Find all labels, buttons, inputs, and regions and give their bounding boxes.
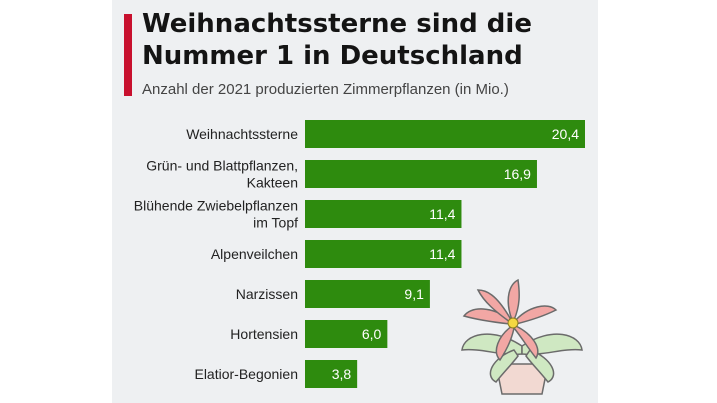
bar-value-label-6: 3,8	[332, 366, 352, 382]
bar-2	[305, 200, 462, 228]
bar-6	[305, 360, 358, 388]
bar-4	[305, 280, 430, 308]
bar-3	[305, 240, 462, 268]
category-label-6: Elatior-Begonien	[194, 366, 298, 382]
bar-value-label-0: 20,4	[552, 126, 579, 142]
category-label-2: Blühende Zwiebelpflanzen im Topf	[134, 198, 298, 231]
bar-value-label-2: 11,4	[429, 206, 455, 222]
bar-value-label-5: 6,0	[362, 326, 382, 342]
category-label-5: Hortensien	[230, 326, 298, 342]
chart-subtitle: Anzahl der 2021 produzierten Zimmerpflan…	[142, 81, 509, 98]
poinsettia-plant-icon	[461, 278, 583, 395]
bar-value-label-3: 11,4	[429, 246, 455, 262]
category-label-3: Alpenveilchen	[211, 246, 298, 262]
category-label-1: Grün- und Blattpflanzen, Kakteen	[146, 158, 298, 191]
bar-5	[305, 320, 388, 348]
title-accent-bar	[124, 14, 132, 96]
category-label-0: Weihnachtssterne	[186, 126, 298, 142]
category-label-4: Narzissen	[236, 286, 298, 302]
bar-0	[305, 120, 585, 148]
bar-value-label-1: 16,9	[504, 166, 531, 182]
chart-title: Weihnachtssterne sind die Nummer 1 in De…	[142, 9, 532, 71]
bar-value-label-4: 9,1	[404, 286, 424, 302]
bar-1	[305, 160, 537, 188]
